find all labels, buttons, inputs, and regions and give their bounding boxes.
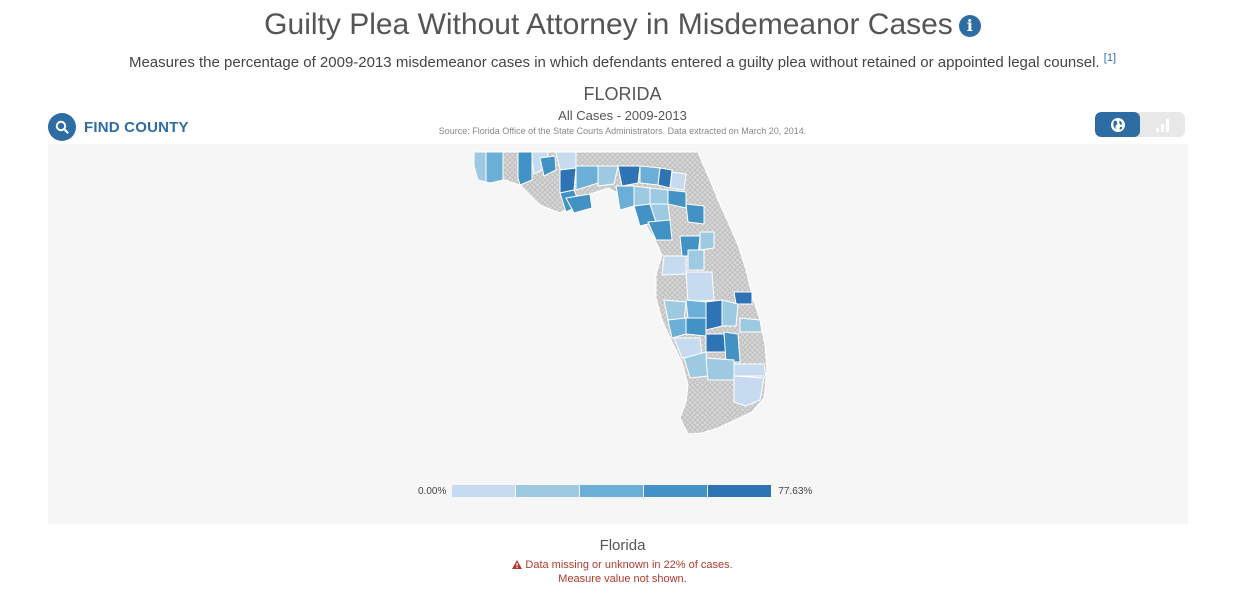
county[interactable] <box>705 333 727 353</box>
county[interactable] <box>669 171 687 191</box>
find-county-label: FIND COUNTY <box>84 118 189 136</box>
legend-swatch <box>452 485 516 497</box>
county[interactable] <box>555 151 577 171</box>
bar-chart-icon <box>1155 118 1169 132</box>
legend-swatch <box>580 485 644 497</box>
county[interactable] <box>721 299 739 327</box>
county[interactable] <box>685 271 715 303</box>
legend-scale <box>452 485 772 497</box>
county[interactable] <box>639 165 661 186</box>
county[interactable] <box>705 357 735 381</box>
county[interactable] <box>685 299 707 319</box>
county[interactable] <box>597 165 619 187</box>
map-legend: 0.00% 77.63% <box>418 484 812 498</box>
data-warning: Data missing or unknown in 22% of cases.… <box>0 558 1245 586</box>
page-title-text: Guilty Plea Without Attorney in Misdemea… <box>264 8 953 41</box>
county[interactable] <box>685 203 705 225</box>
county[interactable] <box>733 291 753 305</box>
map-state-title: FLORIDA <box>583 84 662 104</box>
info-icon[interactable]: i <box>958 15 981 37</box>
county[interactable] <box>733 363 767 377</box>
county[interactable] <box>473 151 487 183</box>
legend-swatch <box>644 485 708 497</box>
chart-view-button[interactable] <box>1140 112 1185 137</box>
map-source: Source: Florida Office of the State Cour… <box>438 126 807 136</box>
legend-swatch <box>708 485 772 497</box>
county[interactable] <box>517 151 533 186</box>
county[interactable] <box>559 167 577 194</box>
county[interactable] <box>539 155 557 177</box>
county[interactable] <box>647 219 673 241</box>
page-subtitle-text: Measures the percentage of 2009-2013 mis… <box>128 54 1100 71</box>
county[interactable] <box>565 193 593 214</box>
county[interactable] <box>649 187 669 205</box>
florida-map <box>473 151 768 435</box>
selected-region-name: Florida <box>599 537 646 554</box>
county[interactable] <box>685 317 707 337</box>
county[interactable] <box>705 299 723 331</box>
map-panel <box>48 144 1188 524</box>
footnote-link[interactable]: [1] <box>1103 52 1117 64</box>
search-icon <box>48 113 76 141</box>
legend-swatch <box>516 485 580 497</box>
county[interactable] <box>617 165 641 187</box>
county[interactable] <box>723 331 741 363</box>
page-title: Guilty Plea Without Attorney in Misdemea… <box>0 8 1245 42</box>
county[interactable] <box>485 151 504 184</box>
county[interactable] <box>633 185 651 207</box>
county[interactable] <box>661 255 687 276</box>
page-subtitle: Measures the percentage of 2009-2013 mis… <box>0 50 1245 71</box>
find-county-button[interactable]: FIND COUNTY <box>48 113 189 141</box>
county[interactable] <box>739 317 763 333</box>
legend-min-label: 0.00% <box>418 485 447 497</box>
county[interactable] <box>699 231 715 251</box>
legend-max-label: 77.63% <box>778 485 813 497</box>
data-warning-text: Data missing or unknown in 22% of cases. <box>525 559 733 571</box>
county[interactable] <box>733 375 765 407</box>
globe-icon <box>1110 117 1125 132</box>
view-toggle <box>1095 112 1185 137</box>
map-view-button[interactable] <box>1095 112 1140 137</box>
county[interactable] <box>615 185 635 211</box>
warning-icon <box>512 560 523 569</box>
map-scope: All Cases - 2009-2013 <box>558 108 687 123</box>
data-warning-note: Measure value not shown. <box>558 573 687 585</box>
county[interactable] <box>687 249 705 271</box>
